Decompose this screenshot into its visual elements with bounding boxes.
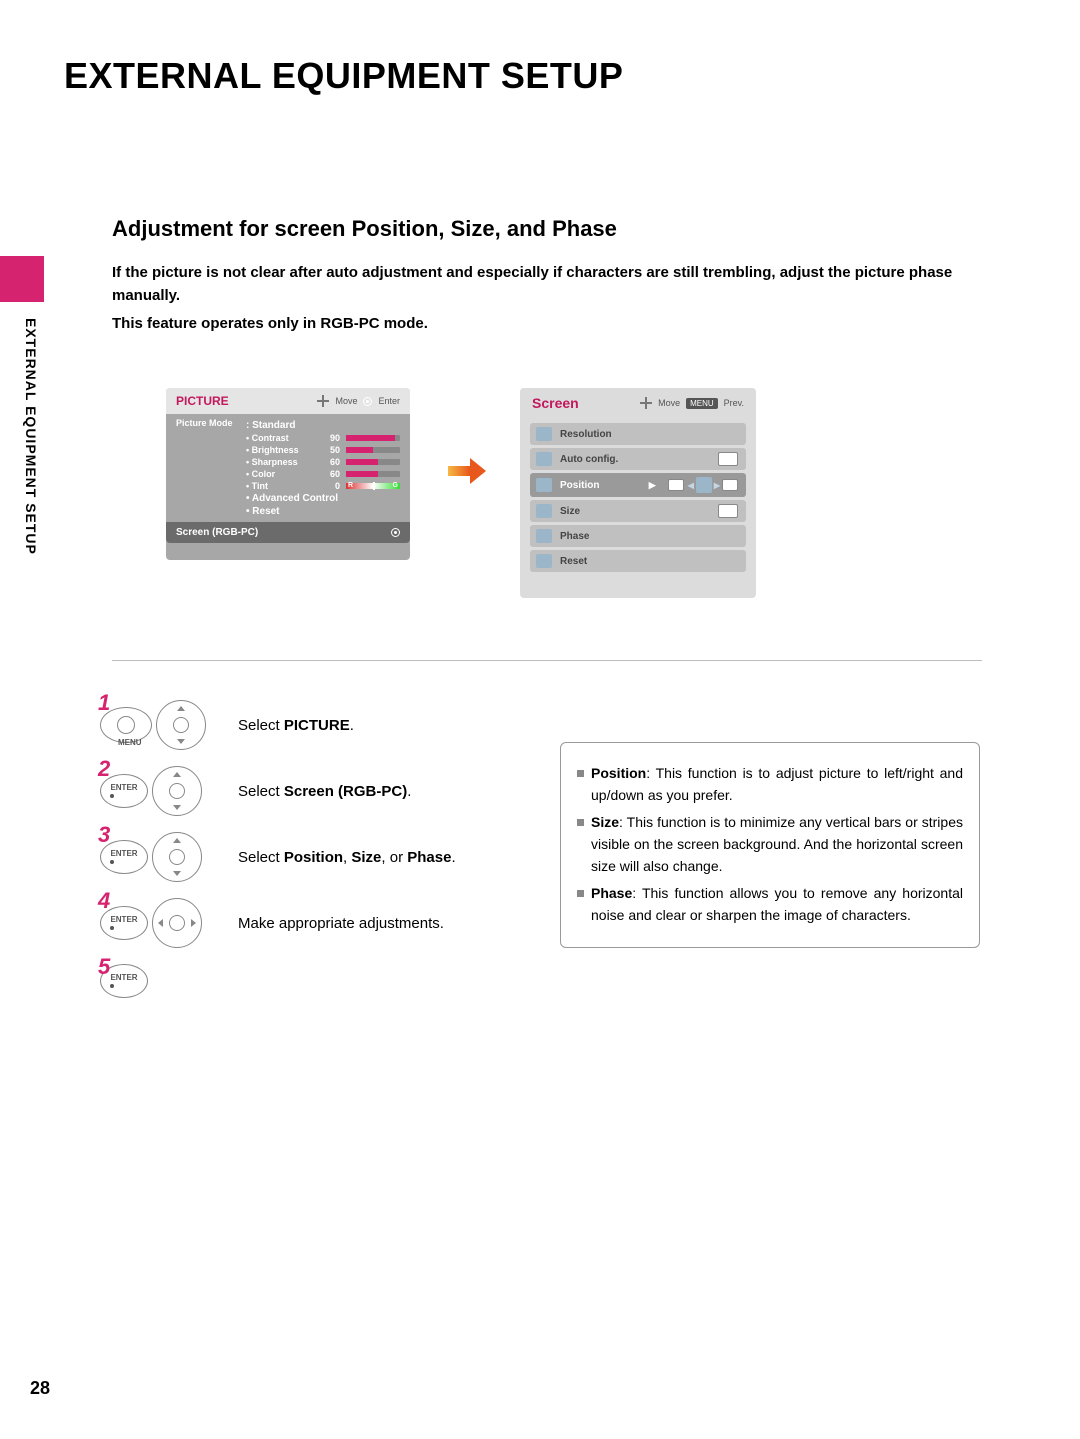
menu-button-label: MENU (118, 738, 142, 747)
step-number: 4 (98, 888, 110, 914)
picture-reset: • Reset (246, 506, 280, 517)
tint-value: 0 (324, 481, 340, 491)
screen-rgb-label: Screen (RGB-PC) (176, 527, 258, 538)
divider (112, 660, 982, 661)
picture-osd-header: PICTURE Move Enter (166, 388, 410, 414)
info-position: Position: This function is to adjust pic… (577, 763, 963, 806)
intro-line-1: If the picture is not clear after auto a… (112, 262, 982, 307)
advanced-control: • Advanced Control (246, 493, 338, 504)
picture-osd-title: PICTURE (176, 394, 229, 408)
screen-osd: Screen Move MENU Prev. Resolution Auto co… (520, 388, 756, 598)
step-5: 5 ENTER (100, 964, 990, 998)
step-number: 3 (98, 822, 110, 848)
move-icon (317, 395, 329, 407)
enter-icon (363, 397, 372, 406)
screen-item-size: Size (530, 500, 746, 522)
step-4-text: Make appropriate adjustments. (238, 915, 444, 932)
step-3-text: Select Position, Size, or Phase. (238, 849, 456, 866)
intro-text: If the picture is not clear after auto a… (112, 262, 982, 336)
screen-item-resolution: Resolution (530, 423, 746, 445)
page-number: 28 (30, 1378, 50, 1399)
dpad-horizontal-icon (152, 898, 202, 948)
intro-line-2: This feature operates only in RGB-PC mod… (112, 313, 982, 336)
screen-item-phase: Phase (530, 525, 746, 547)
picture-setting-row: • Brightness50 (236, 444, 410, 456)
screen-enter-icon (391, 528, 400, 537)
screen-item-position: Position▶◀▶ (530, 473, 746, 497)
step-1-text: Select PICTURE. (238, 717, 354, 734)
step-2-text: Select Screen (RGB-PC). (238, 783, 411, 800)
picture-mode-value: : Standard (246, 420, 295, 431)
info-size: Size: This function is to minimize any v… (577, 812, 963, 877)
section-title: Adjustment for screen Position, Size, an… (112, 216, 617, 242)
picture-osd: PICTURE Move Enter Picture Mode : Standa… (166, 388, 410, 560)
side-tab: EXTERNAL EQUIPMENT SETUP (0, 256, 46, 611)
picture-setting-row: • Sharpness60 (236, 456, 410, 468)
dpad-vertical-icon (152, 832, 202, 882)
step-number: 5 (98, 954, 110, 980)
picture-mode-label: Picture Mode (166, 414, 236, 518)
step-number: 2 (98, 756, 110, 782)
dpad-vertical-icon (156, 700, 206, 750)
picture-setting-row: • Color60 (236, 468, 410, 480)
step-number: 1 (98, 690, 110, 716)
page-title: EXTERNAL EQUIPMENT SETUP (64, 55, 623, 97)
screen-rgb-row: Screen (RGB-PC) (166, 522, 410, 543)
picture-enter-label: Enter (378, 396, 400, 406)
screen-item-auto-config-: Auto config. (530, 448, 746, 470)
screen-item-reset: Reset (530, 550, 746, 572)
tint-bar: RG (346, 483, 400, 489)
screen-move-label: Move (658, 398, 680, 408)
info-phase: Phase: This function allows you to remov… (577, 883, 963, 926)
side-tab-accent (0, 256, 44, 302)
move-icon (640, 397, 652, 409)
picture-osd-body: : Standard • Contrast90• Brightness50• S… (236, 414, 410, 518)
arrow-icon (448, 458, 488, 484)
side-tab-label: EXTERNAL EQUIPMENT SETUP (23, 318, 39, 555)
dpad-vertical-icon (152, 766, 202, 816)
tint-label: • Tint (246, 481, 318, 491)
picture-setting-row: • Contrast90 (236, 432, 410, 444)
screen-items: Resolution Auto config. Position▶◀▶ Size Pha… (520, 418, 756, 583)
info-box: Position: This function is to adjust pic… (560, 742, 980, 948)
screen-osd-header: Screen Move MENU Prev. (520, 388, 756, 418)
screen-prev-label: Prev. (724, 398, 744, 408)
screen-osd-title: Screen (532, 395, 579, 411)
picture-move-label: Move (335, 396, 357, 406)
menu-tag: MENU (686, 398, 718, 409)
